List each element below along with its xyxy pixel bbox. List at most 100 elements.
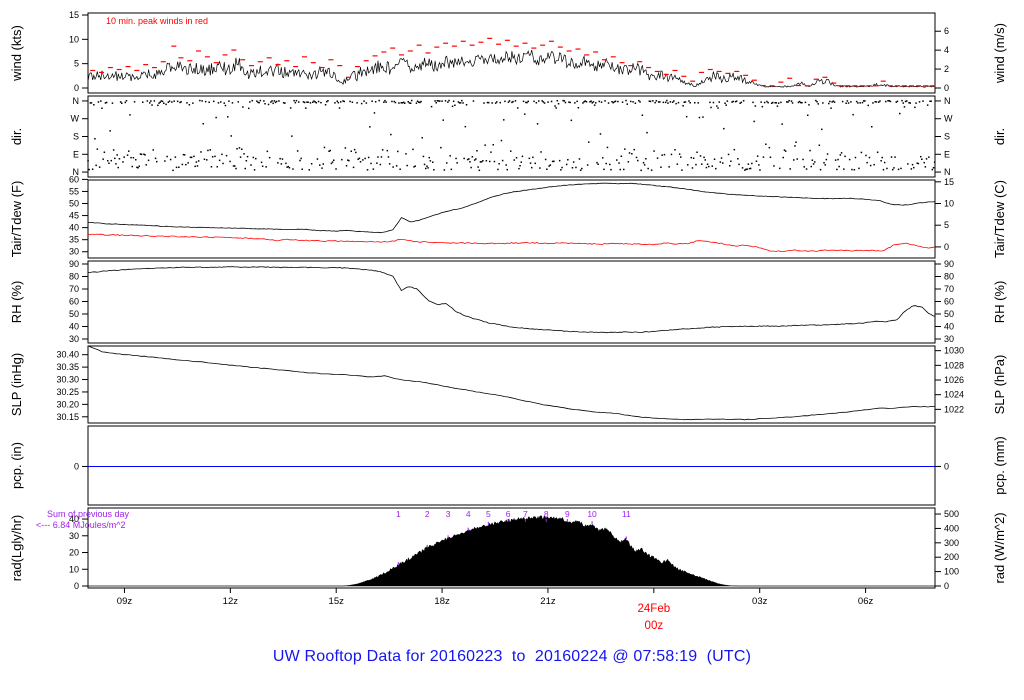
direction-dot [689, 102, 691, 104]
tick-label: 0 [74, 581, 79, 591]
direction-dot [655, 100, 658, 102]
direction-dot [135, 159, 137, 161]
direction-dot [352, 166, 355, 169]
direction-dot [336, 100, 338, 102]
direction-dot [808, 104, 810, 106]
direction-dot [788, 99, 790, 102]
direction-dot [146, 100, 149, 102]
peak-dash [873, 85, 879, 87]
direction-dot [929, 100, 931, 102]
peak-dash [496, 43, 502, 45]
direction-dot [699, 155, 702, 157]
direction-dot [359, 161, 362, 163]
chart-title: UW Rooftop Data for 20160223 to 20160224… [272, 648, 752, 665]
direction-dot [659, 101, 661, 103]
direction-dot [675, 102, 677, 105]
direction-dot [554, 105, 556, 107]
rad-annotation: <--- 6.84 MJoules/m^2 [36, 520, 126, 530]
direction-dot [163, 102, 165, 104]
direction-dot [602, 157, 604, 159]
panel-pcp-frame [87, 425, 936, 506]
direction-dot [292, 168, 294, 170]
direction-dot [526, 101, 528, 104]
direction-dot [883, 161, 886, 164]
tick-label: 2 [944, 64, 949, 74]
direction-dot [273, 100, 276, 102]
direction-dot [899, 112, 901, 115]
direction-dot [465, 104, 468, 106]
direction-dot [515, 157, 518, 159]
peak-dash [880, 80, 886, 82]
direction-dot [768, 146, 771, 149]
tick-label: 400 [944, 523, 959, 533]
direction-dot [671, 101, 674, 103]
direction-dot [807, 114, 809, 116]
direction-dot [494, 102, 497, 104]
direction-dot [922, 100, 924, 102]
peak-dash [593, 51, 599, 53]
direction-dot [441, 100, 443, 102]
direction-dot [158, 102, 160, 104]
direction-dot [203, 158, 206, 160]
peak-dash [363, 60, 369, 62]
direction-dot [309, 102, 312, 104]
direction-dot [716, 105, 718, 107]
direction-dot [546, 168, 548, 170]
direction-dot [123, 156, 125, 158]
direction-dot [348, 159, 350, 162]
direction-dot [599, 133, 602, 135]
direction-dot [634, 102, 637, 104]
direction-dot [90, 102, 93, 104]
direction-dot [137, 167, 139, 169]
direction-dot [521, 155, 524, 158]
direction-dot [305, 107, 307, 109]
tick-label: 10 [69, 34, 79, 44]
direction-dot [149, 102, 151, 104]
direction-dot [405, 153, 407, 155]
direction-dot [932, 167, 935, 169]
direction-dot [852, 113, 854, 116]
direction-dot [256, 100, 258, 102]
direction-dot [879, 100, 881, 102]
direction-dot [569, 101, 571, 104]
direction-dot [190, 156, 193, 159]
direction-dot [263, 100, 265, 102]
direction-dot [427, 167, 429, 169]
direction-dot [661, 154, 663, 156]
tick-label: N [73, 96, 80, 106]
tair-right-axis: 0 5 10 15 [935, 177, 954, 252]
direction-dot [151, 104, 153, 106]
direction-dot [697, 102, 699, 104]
direction-dot [300, 157, 302, 160]
direction-dot [762, 156, 765, 158]
direction-dot [886, 167, 888, 170]
tick-label: 30.15 [56, 412, 79, 422]
direction-dot [161, 100, 164, 103]
direction-dot [404, 102, 406, 104]
direction-dot [107, 160, 109, 162]
direction-dot [610, 168, 612, 171]
direction-dot [874, 101, 876, 103]
series-rh [87, 266, 936, 334]
direction-dot [425, 167, 427, 170]
direction-dot [909, 102, 911, 104]
direction-dot [88, 168, 90, 171]
direction-dot [386, 149, 389, 152]
direction-dot [729, 165, 731, 167]
tair-left-axis: 30 35 40 45 50 55 60 [69, 174, 88, 257]
direction-dot [666, 99, 668, 102]
direction-dot [581, 167, 583, 170]
direction-dot [330, 162, 333, 165]
peak-dash [451, 45, 457, 47]
direction-dot [294, 101, 297, 104]
direction-dot [848, 158, 851, 161]
peak-dash [301, 56, 307, 58]
direction-dot [577, 107, 580, 109]
peak-dash [125, 65, 131, 68]
direction-dot [747, 163, 750, 165]
direction-dot [775, 102, 777, 104]
direction-dot [195, 161, 198, 163]
hour-label: 00z [645, 620, 664, 632]
direction-dot [662, 101, 665, 104]
